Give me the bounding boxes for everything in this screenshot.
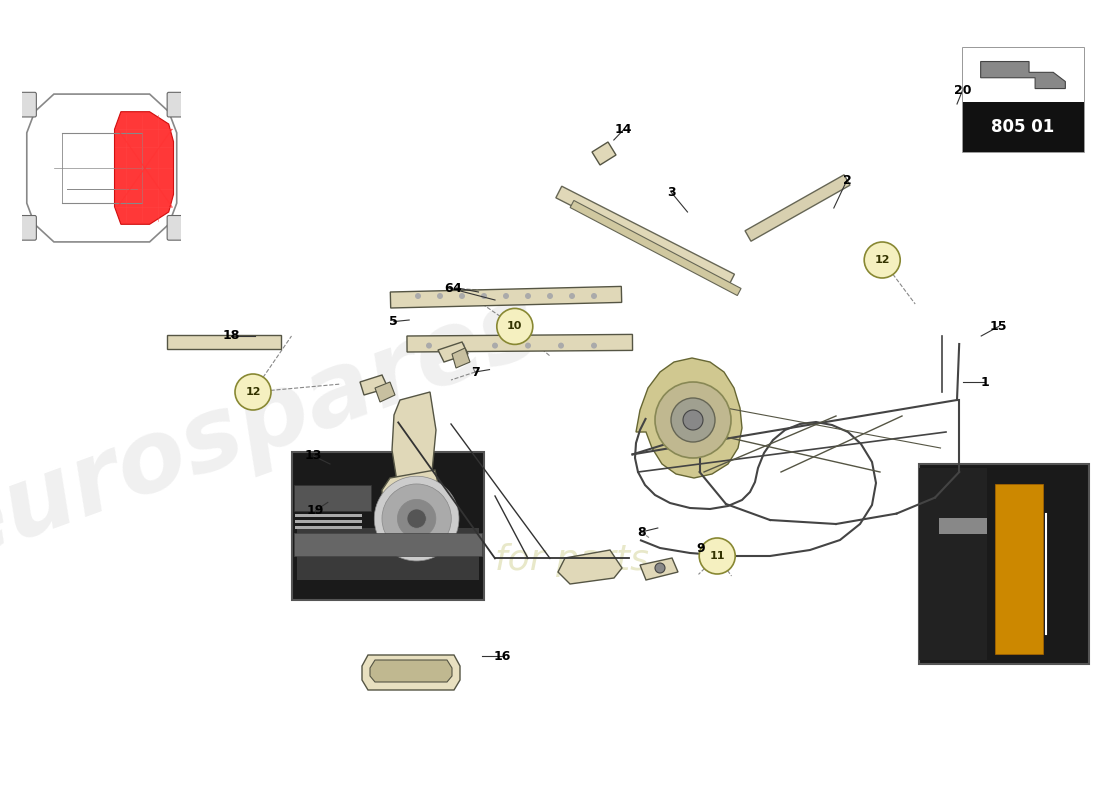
Polygon shape [558,550,622,584]
Polygon shape [360,375,388,395]
Circle shape [415,293,421,299]
Polygon shape [407,334,632,352]
FancyBboxPatch shape [21,92,36,117]
FancyBboxPatch shape [295,514,362,517]
Text: 18: 18 [222,330,240,342]
Circle shape [591,293,597,299]
Text: 5: 5 [389,315,398,328]
Circle shape [683,410,703,430]
Text: 9: 9 [696,542,705,554]
FancyBboxPatch shape [962,102,1084,152]
Text: 8: 8 [637,526,646,538]
Circle shape [558,342,564,349]
Text: 10: 10 [507,322,522,331]
Polygon shape [570,201,741,295]
Text: 4: 4 [452,282,461,294]
FancyBboxPatch shape [962,48,1084,102]
FancyBboxPatch shape [295,520,362,523]
Circle shape [459,293,465,299]
FancyBboxPatch shape [167,92,183,117]
FancyBboxPatch shape [167,215,183,240]
FancyBboxPatch shape [939,518,987,534]
Text: 12: 12 [874,255,890,265]
Circle shape [382,484,451,554]
Text: 11: 11 [710,551,725,561]
Circle shape [437,293,443,299]
Circle shape [407,509,427,528]
Polygon shape [392,392,436,488]
Circle shape [591,342,597,349]
Circle shape [459,342,465,349]
Polygon shape [640,558,678,580]
Circle shape [547,293,553,299]
Text: 20: 20 [954,84,971,97]
Polygon shape [375,382,395,402]
FancyBboxPatch shape [294,534,482,555]
Polygon shape [362,655,460,690]
FancyBboxPatch shape [297,528,478,580]
Text: 2: 2 [843,174,851,186]
Polygon shape [167,335,280,350]
Text: 14: 14 [615,123,632,136]
FancyBboxPatch shape [292,452,484,600]
Circle shape [397,499,436,538]
Circle shape [235,374,271,410]
FancyBboxPatch shape [21,215,36,240]
Circle shape [492,342,498,349]
Polygon shape [390,286,622,308]
FancyBboxPatch shape [295,526,362,529]
Polygon shape [981,62,1065,89]
Text: 3: 3 [667,186,675,198]
FancyBboxPatch shape [918,468,987,660]
Polygon shape [556,186,735,286]
Polygon shape [114,112,174,224]
Circle shape [525,293,531,299]
Circle shape [700,538,735,574]
Polygon shape [452,348,470,368]
Circle shape [497,308,532,344]
Text: 16: 16 [494,650,512,662]
FancyBboxPatch shape [996,484,1043,654]
Text: 805 01: 805 01 [991,118,1055,136]
Text: 19: 19 [307,504,324,517]
Circle shape [426,342,432,349]
Circle shape [525,342,531,349]
Text: 15: 15 [990,320,1008,333]
Polygon shape [592,142,616,165]
Polygon shape [382,470,448,548]
Circle shape [671,398,715,442]
Circle shape [374,476,459,561]
Text: a passion for parts: a passion for parts [311,543,649,577]
Circle shape [654,563,666,573]
Circle shape [865,242,900,278]
Text: 1: 1 [980,376,989,389]
Circle shape [481,293,487,299]
Polygon shape [745,174,850,242]
Polygon shape [636,358,742,478]
Polygon shape [438,342,468,362]
Circle shape [503,293,509,299]
Polygon shape [370,660,452,682]
FancyBboxPatch shape [918,464,1089,664]
FancyBboxPatch shape [294,485,371,511]
Circle shape [654,382,732,458]
Text: 12: 12 [245,387,261,397]
Text: 6: 6 [444,282,453,294]
Text: 13: 13 [305,450,322,462]
Text: eurospares: eurospares [0,276,553,584]
Circle shape [569,293,575,299]
Text: 7: 7 [471,366,480,378]
